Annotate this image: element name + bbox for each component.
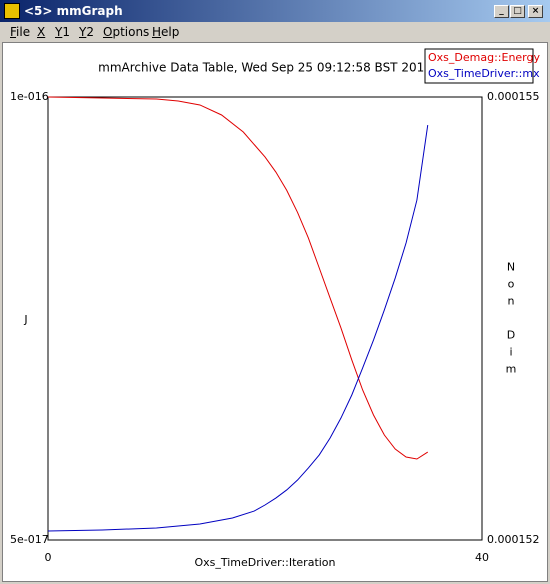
- menu-item[interactable]: Help: [152, 25, 180, 39]
- series-line: [47, 96, 429, 460]
- title-bar: <5> mmGraph _ □ ×: [0, 0, 550, 22]
- menu-bar: File X Y1 Y2 Options Help: [0, 22, 550, 42]
- y2-tick-label: 0.000152: [487, 533, 540, 546]
- menu-item[interactable]: X: [37, 25, 46, 39]
- series-line: [47, 124, 429, 532]
- menu-item[interactable]: Y2: [79, 25, 94, 39]
- chart-title: mmArchive Data Table, Wed Sep 25 09:12:5…: [98, 61, 432, 75]
- menu-item[interactable]: Y1: [55, 25, 70, 39]
- y-tick-label: 5e-017: [10, 533, 49, 546]
- plot-frame: [47, 96, 483, 541]
- minimize-button[interactable]: _: [494, 5, 509, 18]
- y-tick-label: 1e-016: [10, 90, 49, 103]
- legend-box: [424, 48, 534, 84]
- x-tick-label: 0: [45, 551, 52, 564]
- graph-area: [2, 42, 548, 582]
- menu-item[interactable]: Options: [103, 25, 150, 39]
- legend-entry: Oxs_TimeDriver::mx: [428, 67, 540, 80]
- menu-item[interactable]: File: [10, 25, 31, 39]
- window-title: <5> mmGraph: [24, 4, 123, 18]
- y-axis-label: J: [23, 313, 27, 326]
- legend-entry: Oxs_Demag::Energy: [428, 51, 540, 64]
- y2-axis-label: Non Dim: [505, 261, 518, 380]
- maximize-button[interactable]: □: [510, 5, 525, 18]
- x-tick-label: 40: [475, 551, 489, 564]
- y2-tick-label: 0.000155: [487, 90, 540, 103]
- x-axis-label: Oxs_TimeDriver::Iteration: [194, 556, 335, 569]
- close-button[interactable]: ×: [528, 5, 543, 18]
- app-icon: [4, 3, 20, 19]
